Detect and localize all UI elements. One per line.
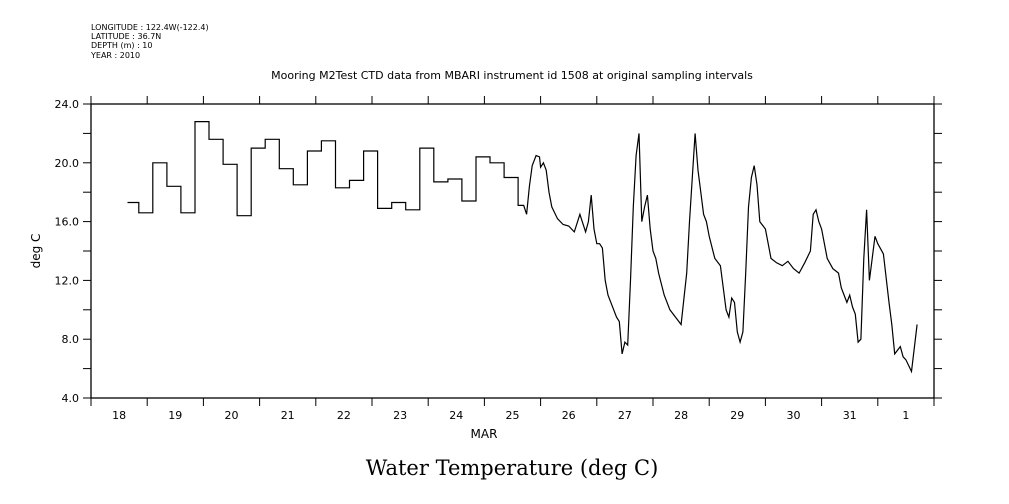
x-tick-label: 19: [168, 409, 182, 422]
chart-title: Mooring M2Test CTD data from MBARI instr…: [271, 69, 753, 82]
x-tick-label: 18: [112, 409, 126, 422]
x-tick-label: 29: [730, 409, 744, 422]
x-axis: 18 19 20 21 22 23 24 25 26 27 28 29 30 31 1: [90, 96, 935, 422]
y-tick-label: 20.0: [55, 157, 80, 170]
y-tick-label: 8.0: [62, 333, 80, 346]
y-tick-label: 12.0: [55, 274, 80, 287]
metadata-block: LONGITUDE : 122.4W(-122.4) LATITUDE : 36…: [90, 23, 209, 60]
meta-latitude: LATITUDE : 36.7N: [91, 32, 161, 41]
y-tick-label: 24.0: [55, 98, 80, 111]
series-layer: [127, 120, 918, 374]
x-tick-label: 24: [449, 409, 463, 422]
series-line-water-temperature: [127, 120, 918, 374]
x-tick-label: 20: [225, 409, 239, 422]
plot-frame: [90, 103, 935, 399]
x-tick-label: 23: [393, 409, 407, 422]
meta-year: YEAR : 2010: [90, 51, 140, 60]
x-tick-label: 25: [506, 409, 520, 422]
x-tick-label: 22: [337, 409, 351, 422]
x-tick-label: 30: [787, 409, 801, 422]
x-tick-label: 31: [843, 409, 857, 422]
x-tick-label: 21: [281, 409, 295, 422]
x-tick-label: 28: [674, 409, 688, 422]
meta-longitude: LONGITUDE : 122.4W(-122.4): [91, 23, 209, 32]
y-tick-label: 16.0: [55, 216, 80, 229]
x-axis-label: MAR: [471, 427, 498, 441]
x-tick-label: 27: [618, 409, 632, 422]
variable-title: Water Temperature (deg C): [366, 456, 659, 480]
y-axis: 4.0 8.0 12.0 16.0 20.0 24.0: [55, 98, 942, 405]
y-tick-label: 4.0: [62, 392, 80, 405]
y-axis-label: deg C: [29, 234, 43, 269]
x-tick-label: 1: [902, 409, 909, 422]
x-tick-label: 26: [562, 409, 576, 422]
meta-depth: DEPTH (m) : 10: [91, 41, 152, 50]
